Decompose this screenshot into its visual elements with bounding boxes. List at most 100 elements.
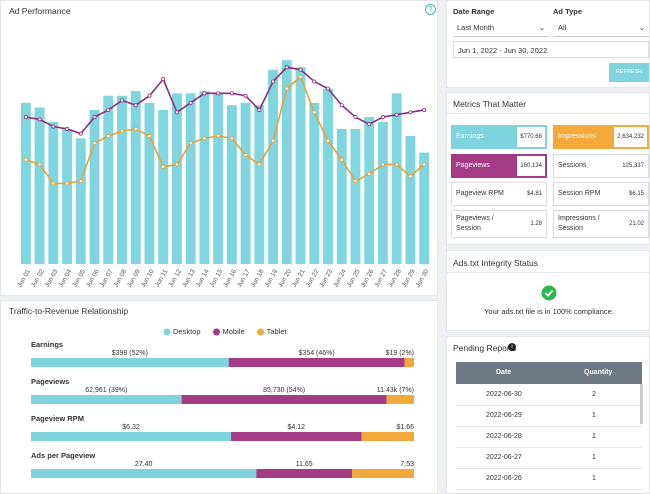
bar [213,93,224,264]
line-point [380,115,385,120]
line-point [23,115,28,120]
line-point [120,98,125,103]
bar [89,109,100,264]
bar [364,117,375,264]
line-point [271,79,276,84]
line-point [312,79,317,84]
value-label: $19 (2%) [386,350,414,357]
line-point [367,171,372,176]
bar-segment [181,395,387,404]
column-header: Date [496,369,512,376]
value-label: 85,730 (54%) [263,387,305,394]
bar [20,102,31,264]
panel-title: Traffic-to-Revenue Relationship [9,306,129,316]
table-row: 2022-06-29 1 [456,405,642,427]
line-point [174,110,179,115]
value-label: $398 (52%) [112,350,148,357]
legend-label: Desktop [173,327,201,336]
refresh-button[interactable]: REFRESH [609,63,649,82]
bar [419,152,430,264]
panel-title: Metrics That Matter [453,99,527,109]
bar-segment [386,395,414,404]
help-icon[interactable]: ? [425,4,436,15]
ad-type-select[interactable]: All ⌄ [553,23,649,37]
metric-cell: Pageviews / Session 1.28 [451,210,547,238]
line-point [257,162,262,167]
line-point [147,134,152,139]
column-header: Quantity [584,369,613,376]
line-point [367,122,372,127]
metric-cell: Impressions 2,634,232 [553,125,649,149]
line-point [106,134,111,139]
line-point [243,152,248,157]
bar [336,128,347,264]
line-point [78,179,83,184]
value-label: 11.65 [296,461,313,468]
metric-cell: Sessions 125,337 [553,154,649,178]
line-point [133,126,138,131]
metric-value: 21.02 [628,221,644,227]
bar [48,121,59,264]
line-point [325,138,330,143]
bar [377,121,388,264]
metric-value: 160,134 [517,156,545,176]
cell: 2022-06-29 [486,412,522,419]
line-point [325,86,330,91]
line-point [216,134,221,139]
metric-label: Sessions [558,162,587,169]
line-point [202,91,207,96]
metric-label: Pageviews [456,162,490,169]
row-label: Earnings [31,340,63,349]
line-point [284,65,289,70]
line-point [202,136,207,141]
ads-txt-panel: Ads.txt Integrity Status Your ads.txt fi… [446,250,650,331]
date-period-input[interactable]: Jun 1, 2022 - Jun 30, 2022 [453,41,649,58]
bar-segment [31,469,257,478]
scrollbar[interactable] [640,384,643,424]
bar [295,67,306,264]
filter-label: Date Range [453,7,495,16]
bar-segment [352,469,414,478]
cell: 2022-06-27 [486,454,522,461]
cell: 2022-06-28 [486,433,522,440]
line-point [298,67,303,72]
bar [254,105,265,265]
bar [309,102,320,264]
row-label: Pageviews [31,377,69,386]
select-value: All [558,23,567,32]
bar [34,107,45,264]
value-label: 11.43k (7%) [377,387,414,394]
line-point [147,93,152,98]
value-label: 7.53 [400,461,414,468]
bar [117,95,127,264]
line-point [188,100,193,105]
line-point [243,93,248,98]
line-point [380,162,385,167]
bar [62,128,73,264]
bar-segment [228,358,405,367]
metric-value: $770.68 [517,127,545,147]
info-icon[interactable]: i [508,343,516,351]
bar [185,93,196,264]
metric-cell: Pageviews 160,134 [451,154,547,178]
value-label: $1.66 [396,424,414,431]
line-point [92,115,97,120]
line-point [339,103,344,108]
line-point [188,141,193,146]
bar [323,88,333,265]
row-label: Ads per Pageview [31,451,95,460]
bar-segment [256,469,353,478]
metric-label: Impressions [558,133,596,140]
panel-title: Pending Reports [453,343,517,353]
compliance-message: Your ads.txt file is in 100% compliance. [484,307,614,316]
metric-value: 1.28 [530,221,542,227]
metric-value: $4.81 [526,191,542,197]
bar [158,109,169,264]
legend-label: Mobile [223,327,245,336]
table-row: 2022-06-30 2 [456,384,642,406]
line-point [120,129,125,134]
divider [447,272,649,273]
bar [268,69,279,264]
date-range-select[interactable]: Last Month ⌄ [453,23,549,37]
